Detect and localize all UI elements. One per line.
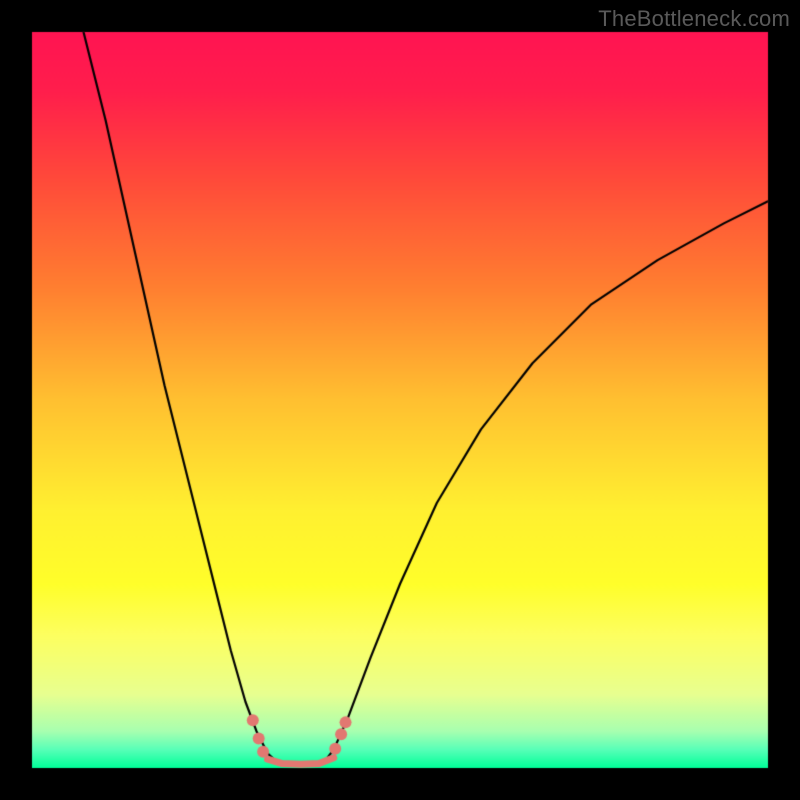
bottleneck-curve (0, 0, 800, 800)
chart-container: TheBottleneck.com (0, 0, 800, 800)
watermark-text: TheBottleneck.com (598, 6, 790, 32)
